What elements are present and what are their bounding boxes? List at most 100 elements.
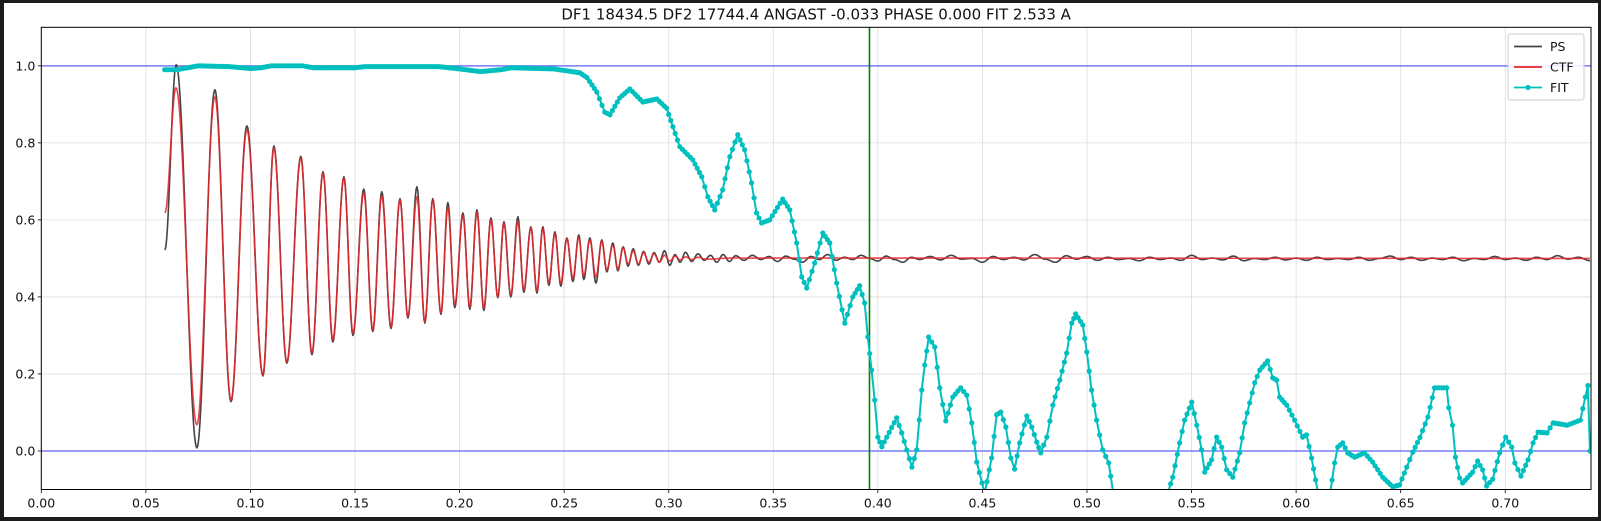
fit-point	[834, 280, 840, 286]
fit-point	[1017, 440, 1023, 446]
fit-point	[1494, 459, 1500, 465]
fit-point	[804, 285, 810, 291]
x-tick-label: 0.45	[968, 496, 996, 511]
fit-point	[1082, 335, 1088, 342]
fit-point	[989, 455, 995, 461]
fit-point	[607, 112, 613, 118]
fit-point	[1482, 475, 1488, 481]
fit-point	[742, 147, 748, 153]
fit-point	[729, 146, 736, 152]
fit-point	[1310, 466, 1317, 472]
fit-point	[899, 430, 905, 436]
fit-point	[1242, 420, 1248, 426]
fit-point	[599, 102, 605, 108]
fit-point	[1547, 425, 1553, 431]
fit-point	[1417, 434, 1423, 441]
fit-point	[796, 257, 802, 263]
fit-point	[707, 198, 713, 204]
fit-point	[1419, 428, 1426, 434]
fit-point	[1050, 402, 1056, 408]
fit-point	[1077, 318, 1084, 324]
fit-point	[1057, 377, 1063, 383]
fit-point	[1303, 432, 1310, 438]
fit-point	[1470, 469, 1476, 475]
y-tick-label: 0.8	[15, 135, 35, 150]
fit-point	[1019, 431, 1025, 437]
fit-point	[1267, 366, 1273, 372]
fit-point	[789, 218, 795, 224]
fit-point	[914, 447, 920, 453]
fit-point	[872, 397, 878, 403]
fit-point	[724, 165, 731, 171]
fit-point	[1191, 411, 1197, 417]
x-tick-label: 0.30	[655, 496, 683, 511]
fit-point	[1577, 417, 1583, 423]
fit-point	[974, 459, 980, 465]
fit-point	[769, 213, 775, 219]
fit-point	[1515, 466, 1521, 473]
axes: 0.00 0.05 0.10 0.15 0.20 0.25 0.30 0.35 0.40 0.45…	[15, 26, 1592, 511]
fit-point	[1061, 359, 1067, 365]
fit-point	[1292, 417, 1298, 423]
fit-point	[1038, 450, 1044, 456]
fit-point	[1214, 434, 1220, 440]
fit-point	[668, 117, 674, 124]
fit-point	[1506, 439, 1512, 445]
fit-point	[1342, 445, 1348, 451]
x-tick-label: 0.25	[550, 496, 578, 511]
fit-point	[1034, 439, 1040, 445]
fit-point	[1530, 440, 1536, 446]
fit-point	[1480, 467, 1486, 473]
fit-point	[1404, 464, 1410, 470]
series-line-ps	[164, 63, 1590, 449]
fit-point	[857, 283, 863, 289]
legend-marker	[1525, 84, 1531, 91]
fit-point	[1224, 467, 1230, 473]
x-tick-label: 0.00	[27, 496, 55, 511]
fit-point	[979, 480, 985, 486]
fit-point	[727, 154, 733, 160]
fit-point	[1427, 404, 1433, 410]
fit-point	[844, 311, 851, 317]
fit-point	[670, 124, 676, 130]
fit-point	[777, 200, 783, 206]
fit-point	[998, 409, 1004, 415]
fit-point	[904, 447, 910, 453]
fit-point	[945, 410, 951, 416]
fit-point	[889, 424, 895, 431]
fit-point	[1449, 422, 1456, 428]
fit-point	[1520, 468, 1526, 474]
fit-point	[714, 200, 720, 206]
fit-point	[1332, 460, 1338, 466]
fit-point	[940, 401, 946, 407]
fit-point	[1227, 470, 1233, 477]
fit-point	[829, 253, 835, 259]
fit-point	[1525, 457, 1531, 463]
fit-point	[1252, 380, 1258, 386]
fit-point	[1587, 448, 1591, 454]
fit-point	[868, 367, 875, 373]
x-tick-label: 0.65	[1387, 496, 1415, 511]
fit-point	[827, 240, 833, 246]
fit-point	[911, 455, 917, 462]
fit-point	[1221, 455, 1227, 462]
fit-point	[1047, 418, 1053, 424]
fit-point	[1397, 482, 1403, 488]
fit-point	[737, 137, 743, 143]
fit-point	[1265, 358, 1271, 364]
fit-point	[1194, 422, 1200, 428]
series-line-fit	[164, 64, 1591, 490]
fit-point	[756, 215, 762, 221]
fit-point	[1064, 350, 1070, 356]
fit-point	[1412, 444, 1418, 450]
fit-point	[1044, 434, 1050, 440]
fit-point	[1003, 424, 1009, 430]
fit-point	[1239, 435, 1245, 441]
fit-point	[1069, 320, 1075, 326]
fit-point	[1230, 474, 1236, 480]
fit-point	[1014, 453, 1020, 459]
fit-point	[1021, 422, 1027, 428]
fit-point	[1472, 463, 1478, 470]
fit-point	[801, 279, 807, 286]
series-lines	[162, 27, 1591, 490]
